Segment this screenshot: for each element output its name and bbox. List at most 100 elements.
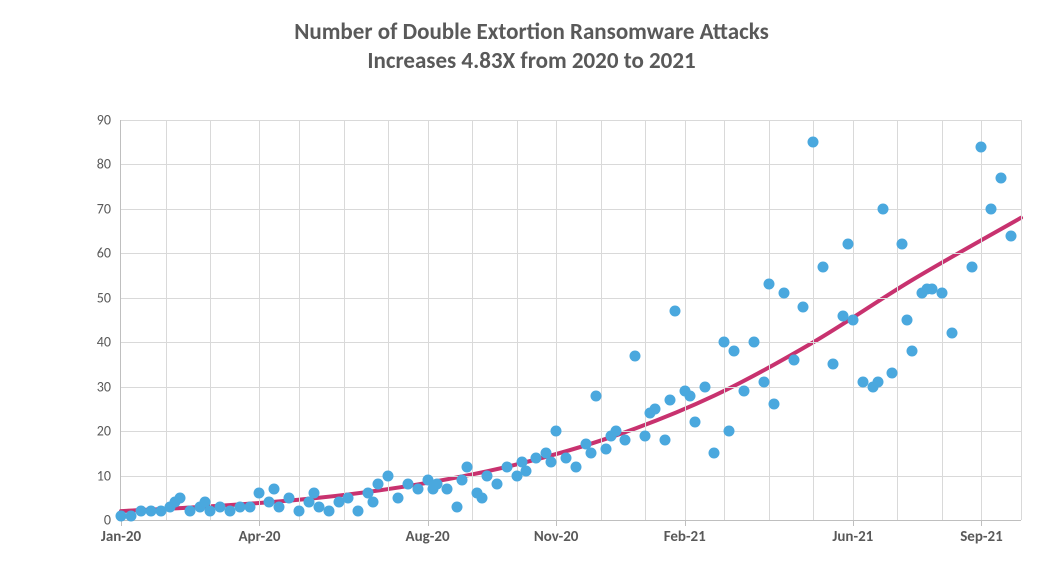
- data-point: [907, 346, 918, 357]
- x-tick-label: Nov-20: [534, 520, 579, 546]
- data-point: [877, 203, 888, 214]
- data-point: [847, 315, 858, 326]
- data-point: [546, 457, 557, 468]
- data-point: [1006, 230, 1017, 241]
- gridline-horizontal: [121, 342, 1021, 343]
- data-point: [462, 461, 473, 472]
- gridline-vertical: [472, 120, 473, 520]
- gridline-vertical: [166, 120, 167, 520]
- chart-title: Number of Double Extortion Ransomware At…: [0, 0, 1063, 76]
- data-point: [501, 461, 512, 472]
- data-point: [442, 483, 453, 494]
- data-point: [175, 492, 186, 503]
- plot-area: 0102030405060708090Jan-20Apr-20Aug-20Nov…: [120, 120, 1021, 521]
- data-point: [976, 141, 987, 152]
- data-point: [719, 337, 730, 348]
- data-point: [392, 492, 403, 503]
- data-point: [294, 506, 305, 517]
- data-point: [768, 399, 779, 410]
- data-point: [664, 395, 675, 406]
- data-point: [986, 203, 997, 214]
- y-tick-label: 50: [97, 289, 121, 306]
- x-tick-label: Sep-21: [960, 520, 1003, 546]
- gridline-vertical: [210, 120, 211, 520]
- x-tick-label: Apr-20: [238, 520, 280, 546]
- gridline-vertical: [981, 120, 982, 520]
- gridline-vertical: [942, 120, 943, 520]
- gridline-horizontal: [121, 253, 1021, 254]
- gridline-horizontal: [121, 120, 1021, 121]
- gridline-vertical: [388, 120, 389, 520]
- data-point: [763, 279, 774, 290]
- data-point: [585, 448, 596, 459]
- gridline-horizontal: [121, 298, 1021, 299]
- data-point: [590, 390, 601, 401]
- data-point: [828, 359, 839, 370]
- gridline-horizontal: [121, 431, 1021, 432]
- data-point: [481, 470, 492, 481]
- data-point: [842, 239, 853, 250]
- data-point: [457, 475, 468, 486]
- data-point: [684, 390, 695, 401]
- data-point: [373, 479, 384, 490]
- gridline-vertical: [724, 120, 725, 520]
- gridline-horizontal: [121, 164, 1021, 165]
- data-point: [946, 328, 957, 339]
- data-point: [620, 435, 631, 446]
- data-point: [778, 288, 789, 299]
- data-point: [254, 488, 265, 499]
- data-point: [659, 435, 670, 446]
- gridline-vertical: [897, 120, 898, 520]
- data-point: [269, 483, 280, 494]
- data-point: [368, 497, 379, 508]
- y-tick-label: 70: [97, 200, 121, 217]
- data-point: [353, 506, 364, 517]
- gridline-vertical: [1021, 120, 1022, 520]
- data-point: [570, 461, 581, 472]
- data-point: [600, 443, 611, 454]
- gridline-horizontal: [121, 387, 1021, 388]
- data-point: [748, 337, 759, 348]
- gridline-vertical: [769, 120, 770, 520]
- gridline-horizontal: [121, 476, 1021, 477]
- data-point: [709, 448, 720, 459]
- y-tick-label: 90: [97, 112, 121, 129]
- data-point: [476, 492, 487, 503]
- data-point: [887, 368, 898, 379]
- data-point: [902, 315, 913, 326]
- data-point: [758, 377, 769, 388]
- data-point: [551, 426, 562, 437]
- data-point: [452, 501, 463, 512]
- chart-title-line2: Increases 4.83X from 2020 to 2021: [0, 47, 1063, 76]
- data-point: [630, 350, 641, 361]
- data-point: [323, 506, 334, 517]
- data-point: [936, 288, 947, 299]
- data-point: [650, 403, 661, 414]
- gridline-vertical: [645, 120, 646, 520]
- data-point: [491, 479, 502, 490]
- data-point: [739, 386, 750, 397]
- data-point: [729, 346, 740, 357]
- gridline-vertical: [344, 120, 345, 520]
- data-point: [521, 466, 532, 477]
- data-point: [689, 417, 700, 428]
- data-point: [412, 483, 423, 494]
- data-point: [996, 172, 1007, 183]
- gridline-vertical: [601, 120, 602, 520]
- data-point: [640, 430, 651, 441]
- data-point: [308, 488, 319, 499]
- y-tick-label: 80: [97, 156, 121, 173]
- data-point: [872, 377, 883, 388]
- gridline-vertical: [259, 120, 260, 520]
- x-tick-label: Feb-21: [664, 520, 706, 546]
- x-tick-label: Jun-21: [832, 520, 873, 546]
- data-point: [966, 261, 977, 272]
- data-point: [798, 301, 809, 312]
- y-tick-label: 60: [97, 245, 121, 262]
- data-point: [669, 306, 680, 317]
- data-point: [274, 501, 285, 512]
- y-tick-label: 40: [97, 334, 121, 351]
- data-point: [284, 492, 295, 503]
- data-point: [724, 426, 735, 437]
- data-point: [244, 501, 255, 512]
